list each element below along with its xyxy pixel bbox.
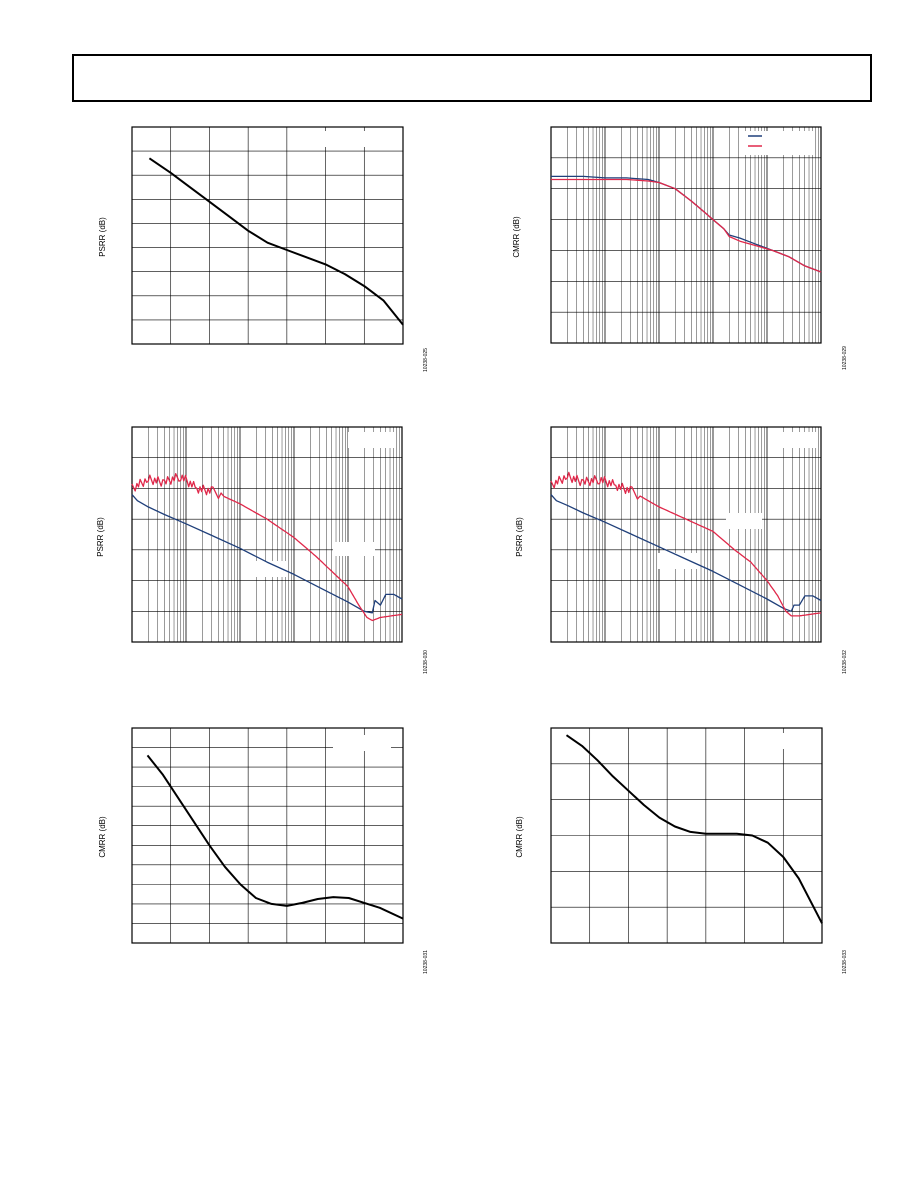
series-line-red	[550, 471, 822, 617]
plot-frame	[131, 727, 404, 944]
legend-box	[658, 553, 698, 569]
series-line-black	[148, 157, 404, 326]
legend-box	[252, 561, 288, 577]
plot-frame	[550, 426, 822, 643]
legend-box	[745, 733, 813, 749]
y-axis-label: PSRR (dB)	[515, 517, 524, 557]
y-axis-label: CMRR (dB)	[515, 816, 524, 858]
figure-id: 10238-029	[842, 346, 848, 370]
figure-id: 10238-030	[423, 650, 429, 674]
y-axis-label: CMRR (dB)	[512, 216, 521, 258]
chart-cmrr-bottom-left: CMRR (dB) 10238-031	[98, 727, 429, 974]
legend-box	[333, 542, 375, 556]
chart-psrr-top-left: PSRR (dB) 10238-025	[98, 126, 429, 372]
legend-box	[325, 131, 365, 147]
series-line-blue	[131, 494, 403, 614]
y-axis-label: PSRR (dB)	[96, 517, 105, 557]
chart-cmrr-top-right: CMRR (dB) 10238-029	[512, 126, 848, 370]
chart-cmrr-bottom-right: CMRR (dB) 10238-033	[515, 727, 848, 974]
y-axis-label: CMRR (dB)	[98, 816, 107, 858]
chart-psrr-mid-right: PSRR (dB) 10238-032	[515, 426, 848, 674]
figure-id: 10238-033	[842, 950, 848, 974]
plot-frame	[131, 126, 404, 345]
legend-box	[348, 432, 396, 448]
legend-box	[333, 735, 391, 751]
legend-box	[726, 513, 762, 529]
figure-id: 10238-025	[423, 348, 429, 372]
plot-frame	[550, 126, 822, 344]
series-line-red	[131, 472, 403, 622]
page-header-box	[72, 54, 872, 102]
legend-box	[745, 131, 815, 155]
figure-id: 10238-032	[842, 650, 848, 674]
plot-frame	[131, 426, 403, 643]
chart-psrr-mid-left: PSRR (dB) 10238-030	[96, 426, 429, 674]
figure-id: 10238-031	[423, 950, 429, 974]
series-line-blue	[550, 494, 822, 612]
legend-box	[782, 432, 818, 448]
y-axis-label: PSRR (dB)	[98, 217, 107, 257]
